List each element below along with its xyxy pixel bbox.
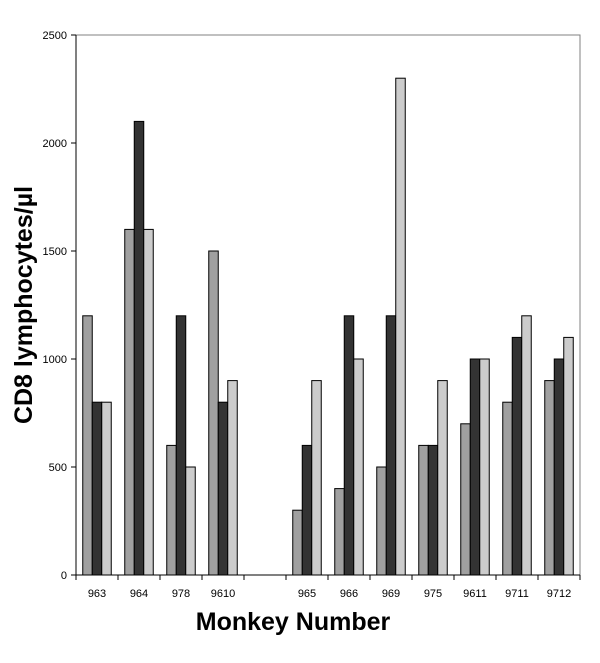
x-tick-label: 9711 [505, 588, 529, 600]
y-ticks: 0 500 1000 1500 2000 2500 [43, 30, 76, 582]
bar [91, 401, 103, 576]
bar [437, 380, 448, 576]
bar [82, 315, 93, 576]
bar [334, 488, 345, 576]
y-tick-label: 2000 [43, 138, 67, 150]
bar [563, 336, 574, 576]
bar [460, 423, 471, 576]
y-tick-label: 2500 [43, 30, 67, 42]
bar [395, 77, 406, 576]
bar [185, 466, 196, 576]
x-axis-title: Monkey Number [196, 608, 391, 636]
bar [311, 380, 322, 576]
bar [469, 358, 481, 576]
bar [418, 444, 429, 576]
y-tick-label: 0 [61, 570, 67, 582]
x-tick-label: 966 [340, 588, 358, 600]
bar [301, 444, 313, 576]
x-tick-label: 9611 [463, 588, 487, 600]
x-tick-label: 9610 [211, 588, 235, 600]
bar [511, 336, 523, 576]
x-tick-label: 969 [382, 588, 400, 600]
x-tick-label: 965 [298, 588, 316, 600]
bar [353, 358, 364, 576]
x-tick-label: 978 [172, 588, 190, 600]
bar [521, 315, 532, 576]
x-tick-label: 964 [130, 588, 148, 600]
bar [133, 120, 145, 576]
x-ticks: 963 964 978 9610 965 966 969 975 9611 9711 9712 [75, 575, 581, 600]
bar [143, 228, 154, 576]
bar [175, 315, 187, 576]
bar [479, 358, 490, 576]
x-tick-label: 975 [424, 588, 442, 600]
y-tick-label: 1000 [43, 354, 67, 366]
bar [101, 401, 112, 576]
y-axis-title: CD8 lymphocytes/µl [10, 186, 38, 424]
bar [227, 380, 238, 576]
bar [553, 358, 565, 576]
bar [427, 444, 439, 576]
bar [544, 380, 555, 576]
bar [124, 228, 135, 576]
bar [166, 444, 177, 576]
y-tick-label: 500 [49, 462, 67, 474]
bar [208, 250, 219, 576]
x-tick-label: 963 [88, 588, 106, 600]
x-tick-label: 9712 [547, 588, 571, 600]
bar [292, 509, 303, 576]
bar [385, 315, 397, 576]
bar [502, 401, 513, 576]
y-tick-label: 1500 [43, 246, 67, 258]
plot-area [75, 34, 581, 576]
bar [376, 466, 387, 576]
bar [343, 315, 355, 576]
bar [217, 401, 229, 576]
